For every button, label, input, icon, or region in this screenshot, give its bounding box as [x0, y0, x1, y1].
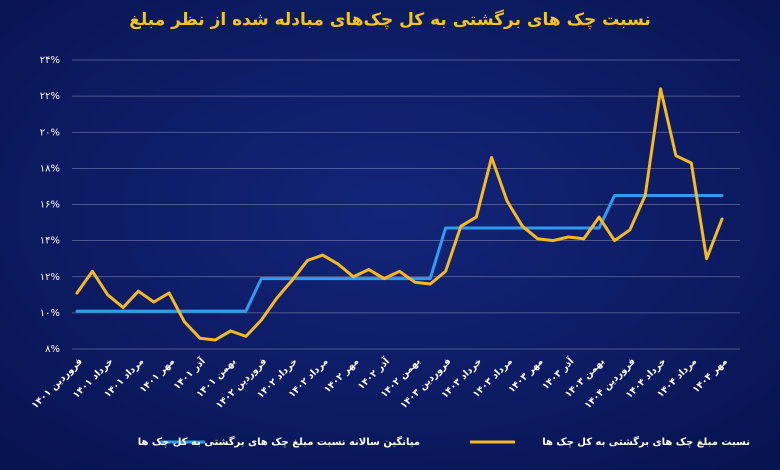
- chart-title: نسبت چک های برگشتی به کل چک‌های مبادله ش…: [129, 9, 651, 30]
- y-tick-label: ۱۲%: [40, 272, 60, 283]
- legend-label: نسبت مبلغ چک های برگشتی به کل چک ها: [542, 435, 750, 448]
- y-tick-label: ۸%: [45, 344, 60, 355]
- y-tick-label: ۲۲%: [40, 91, 60, 102]
- y-tick-label: ۱۴%: [40, 236, 60, 247]
- y-tick-label: ۲۰%: [40, 127, 60, 138]
- series-line: [75, 194, 724, 313]
- y-tick-label: ۲۴%: [40, 55, 60, 66]
- y-tick-label: ۱۶%: [40, 200, 60, 211]
- y-tick-label: ۱۰%: [40, 308, 60, 319]
- legend-label: میانگین سالانه نسبت مبلغ چک های برگشتی ب…: [138, 435, 420, 448]
- y-tick-label: ۱۸%: [40, 163, 60, 174]
- series-line: [75, 87, 724, 342]
